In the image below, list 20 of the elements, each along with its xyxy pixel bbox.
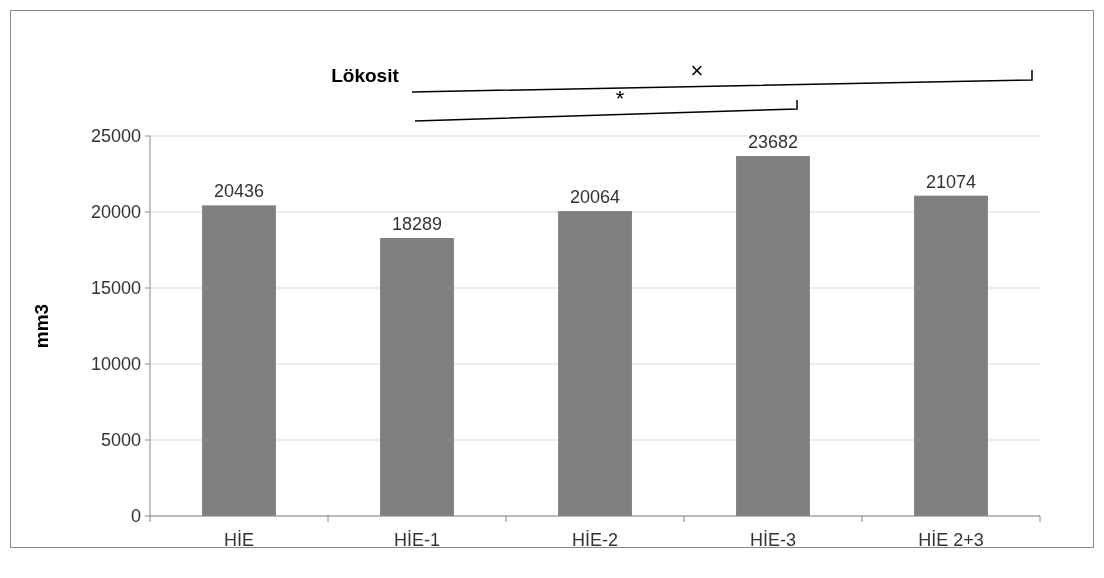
y-tick-label: 25000 — [90, 126, 141, 147]
text: * — [615, 86, 625, 111]
data-label: 20064 — [569, 187, 621, 208]
x-tick-label: HİE-2 — [571, 530, 619, 550]
y-tick-label: 5000 — [100, 430, 141, 451]
x-tick-label: HİE — [223, 530, 255, 550]
data-label: 18289 — [391, 214, 443, 235]
y-tick-label: 0 — [130, 506, 141, 527]
data-label: 23682 — [747, 132, 799, 153]
data-label: 21074 — [925, 171, 977, 192]
data-label: 20436 — [213, 181, 265, 202]
text: × — [690, 58, 704, 83]
x-tick-label: HİE-3 — [749, 530, 797, 550]
y-tick-label: 15000 — [90, 278, 141, 299]
x-tick-label: HİE-1 — [393, 530, 441, 550]
y-tick-label: 10000 — [90, 354, 141, 375]
y-tick-label: 20000 — [90, 202, 141, 223]
y-axis-title: mm3 — [31, 303, 52, 349]
chart-title: Lökosit — [331, 65, 400, 86]
x-tick-label: HİE 2+3 — [918, 530, 984, 550]
